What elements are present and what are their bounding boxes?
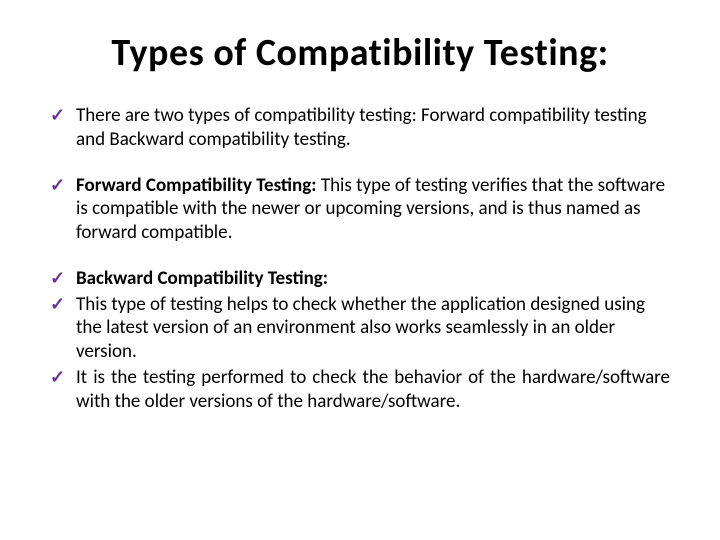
bullet-lead: Forward Compatibility Testing: xyxy=(76,174,321,197)
bullet-list: ✓ There are two types of compatibility t… xyxy=(50,104,670,413)
slide-title: Types of Compatibility Testing: xyxy=(50,30,670,76)
list-item: ✓ There are two types of compatibility t… xyxy=(50,104,670,152)
list-item: ✓ It is the testing performed to check t… xyxy=(50,366,670,414)
slide: Types of Compatibility Testing: ✓ There … xyxy=(0,0,720,540)
bullet-text: This type of testing helps to check whet… xyxy=(76,293,645,364)
list-item: ✓ Backward Compatibility Testing: xyxy=(50,267,670,291)
list-item: ✓ Forward Compatibility Testing: This ty… xyxy=(50,174,670,245)
bullet-text: It is the testing performed to check the… xyxy=(76,366,670,413)
bullet-lead: Backward Compatibility Testing: xyxy=(76,267,328,290)
bullet-text: There are two types of compatibility tes… xyxy=(76,104,647,151)
checkmark-icon: ✓ xyxy=(50,366,65,389)
checkmark-icon: ✓ xyxy=(50,293,65,316)
checkmark-icon: ✓ xyxy=(50,104,65,127)
checkmark-icon: ✓ xyxy=(50,174,65,197)
list-item: ✓ This type of testing helps to check wh… xyxy=(50,293,670,364)
checkmark-icon: ✓ xyxy=(50,267,65,290)
